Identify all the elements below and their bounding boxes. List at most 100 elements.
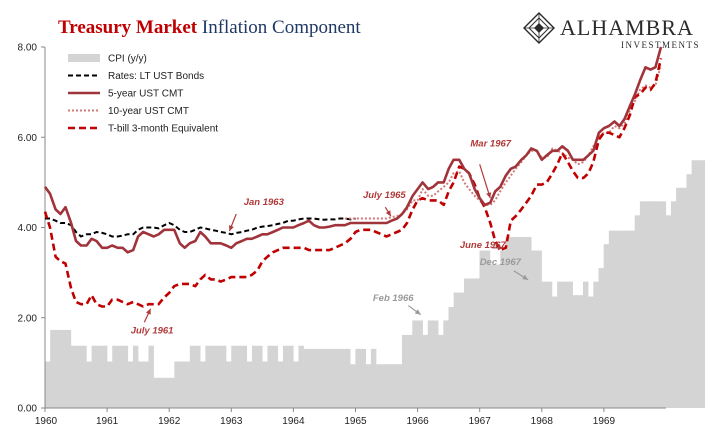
cpi-bar	[650, 201, 656, 408]
cpi-bar	[112, 345, 118, 408]
cpi-bar	[246, 361, 253, 408]
cpi-bar	[427, 320, 434, 408]
cpi-bar	[634, 215, 641, 408]
annotation-arrowhead	[414, 309, 421, 315]
cpi-bar	[381, 364, 387, 408]
x-tick-label: 1968	[531, 416, 554, 427]
cpi-bar	[391, 364, 398, 408]
annotation-arrowhead	[522, 274, 529, 280]
cpi-bar	[257, 345, 263, 408]
cpi-bar	[350, 364, 356, 408]
cpi-bar	[603, 244, 610, 408]
cpi-bar	[360, 348, 367, 408]
cpi-bar	[163, 377, 170, 408]
cpi-bar	[76, 345, 82, 408]
cpi-bar	[541, 281, 548, 408]
chart-title-part2: Inflation Component	[197, 17, 361, 38]
cpi-bar	[345, 348, 351, 408]
cpi-bar	[686, 174, 692, 408]
cpi-bar	[598, 268, 604, 408]
cpi-bar	[453, 292, 460, 408]
annotation-label: Dec 1967	[480, 257, 522, 268]
x-tick-label: 1960	[35, 416, 58, 427]
cpi-bar	[339, 348, 346, 408]
cpi-bar	[670, 201, 677, 408]
cpi-bar	[376, 364, 382, 408]
logo-sub-text: INVESTMENTS	[621, 40, 700, 50]
alhambra-logo: ALHAMBRA INVESTMENTS	[523, 12, 700, 50]
legend-label: CPI (y/y)	[108, 54, 147, 65]
legend-label: 5-year UST CMT	[108, 89, 183, 100]
cpi-bar	[184, 361, 191, 408]
cpi-bar	[464, 278, 470, 408]
cpi-bar	[231, 345, 237, 408]
cpi-bar	[132, 345, 139, 408]
y-tick-label: 8.00	[18, 43, 38, 54]
cpi-bar	[645, 201, 651, 408]
chart-title: Treasury Market Inflation Component	[58, 17, 361, 38]
legend-label: T-bill 3-month Equivalent	[108, 124, 218, 135]
cpi-bar	[298, 345, 304, 408]
cpi-bar	[365, 364, 372, 408]
cpi-bar	[479, 250, 485, 408]
cpi-bar	[148, 345, 154, 408]
cpi-bar	[195, 345, 201, 408]
cpi-bar	[308, 348, 315, 408]
cpi-bar	[262, 361, 268, 408]
cpi-bar	[407, 334, 413, 408]
cpi-bar	[422, 334, 429, 408]
annotation-arrowhead	[385, 210, 391, 217]
cpi-bar	[50, 329, 56, 408]
series-line-10-year-ust-cmt	[344, 64, 662, 220]
cpi-bar	[531, 250, 537, 408]
cpi-bar	[107, 361, 113, 408]
cpi-bar	[396, 364, 403, 408]
cpi-bar	[236, 345, 242, 408]
cpi-bar	[614, 230, 620, 408]
cpi-bar	[303, 348, 310, 408]
cpi-bar	[629, 230, 636, 408]
cpi-bar	[174, 361, 180, 408]
cpi-bar	[272, 345, 279, 408]
annotation-label: June 1967	[460, 240, 507, 251]
cpi-bar	[355, 348, 361, 408]
cpi-bar	[251, 345, 258, 408]
cpi-bar	[96, 345, 103, 408]
x-tick-label: 1965	[344, 416, 367, 427]
annotation-arrowhead	[486, 192, 492, 199]
cpi-bar	[277, 361, 284, 408]
cpi-bar	[122, 345, 129, 408]
cpi-bar	[500, 250, 506, 408]
x-tick-label: 1969	[593, 416, 616, 427]
cpi-bar	[691, 160, 698, 408]
annotation-label: Jan 1963	[244, 197, 285, 208]
cpi-bar	[484, 250, 491, 408]
legend-label: Rates: LT UST Bonds	[108, 71, 204, 82]
cpi-bar	[469, 278, 475, 408]
cpi-bar	[215, 345, 222, 408]
cpi-bar	[681, 187, 687, 408]
cpi-bar	[386, 364, 392, 408]
annotation-label: Feb 1966	[373, 293, 414, 304]
cpi-bar	[205, 345, 211, 408]
cpi-bar	[117, 345, 123, 408]
cpi-bar	[526, 236, 532, 408]
cpi-bar	[189, 345, 196, 408]
cpi-bar	[220, 345, 227, 408]
cpi-bar	[696, 160, 703, 408]
cpi-bar	[60, 329, 66, 408]
series-line-t-bill-3-month-equivalent	[43, 58, 663, 308]
cpi-bar	[200, 361, 206, 408]
annotation-arrowhead	[145, 308, 151, 315]
annotation-label: July 1961	[131, 326, 174, 337]
cpi-bar	[557, 281, 563, 408]
y-tick-label: 4.00	[18, 223, 38, 234]
x-tick-label: 1967	[469, 416, 492, 427]
cpi-bar	[458, 292, 465, 408]
cpi-bar	[412, 320, 418, 408]
legend-label: 10-year UST CMT	[108, 106, 189, 117]
cpi-bar	[65, 329, 72, 408]
cpi-bar	[86, 361, 92, 408]
cpi-bar	[639, 201, 646, 408]
cpi-bar	[505, 236, 511, 408]
